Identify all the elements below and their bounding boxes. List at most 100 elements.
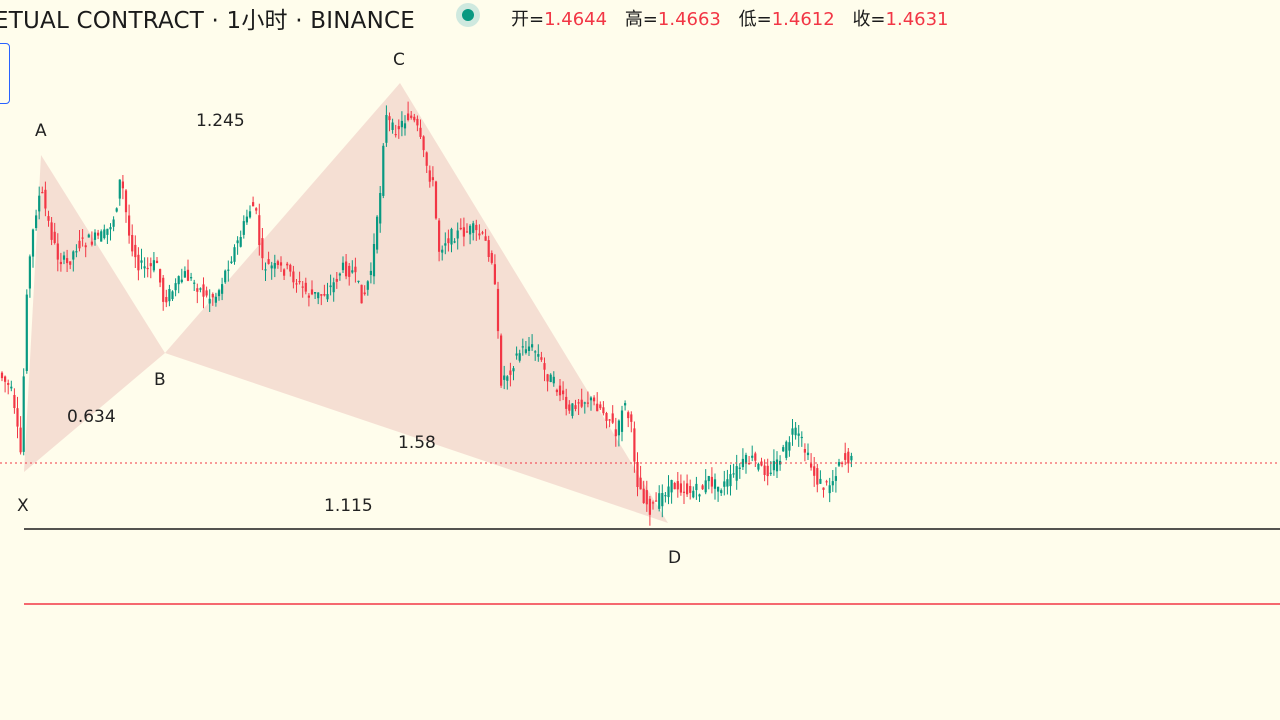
candle-body <box>692 490 695 498</box>
candle-body <box>549 374 552 382</box>
candle-body <box>850 455 853 461</box>
candle-body <box>701 485 704 490</box>
candle-body <box>304 282 307 292</box>
candle-body <box>87 234 90 238</box>
candle-body <box>66 258 69 264</box>
candle-body <box>509 370 512 375</box>
candle-body <box>462 227 465 237</box>
candle-body <box>217 290 221 297</box>
ratio-label-xd: 1.115 <box>324 496 373 516</box>
candle-body <box>679 483 682 493</box>
candle-body <box>410 115 413 118</box>
candle-body <box>493 264 496 285</box>
candle-body <box>822 487 825 490</box>
candle-body <box>624 403 627 406</box>
candle-body <box>146 267 149 270</box>
candle-body <box>279 262 283 266</box>
candle-body <box>487 240 490 257</box>
candle-body <box>47 216 50 221</box>
candle-body <box>521 346 524 348</box>
candle-body <box>686 483 689 495</box>
candle-body <box>586 402 589 404</box>
candle-body <box>599 404 602 409</box>
candle-body <box>180 279 183 283</box>
candle-body <box>193 282 196 284</box>
candle-body <box>44 189 47 209</box>
candle-body <box>224 270 227 283</box>
candle-body <box>751 455 754 458</box>
candle-body <box>397 126 400 130</box>
candle-body <box>810 463 813 468</box>
candle-body <box>540 357 543 360</box>
candle-body <box>214 296 217 303</box>
candle-body <box>453 241 456 243</box>
candle-body <box>329 285 332 288</box>
candle-body <box>38 195 41 212</box>
candle-body <box>211 294 214 298</box>
candle-body <box>0 372 4 379</box>
candle-body <box>431 177 434 181</box>
candle-body <box>143 266 146 269</box>
candle-body <box>670 480 673 493</box>
candle-body <box>428 170 431 182</box>
candle-body <box>10 386 13 389</box>
candle-body <box>190 277 193 279</box>
candle-body <box>348 265 351 277</box>
candle-body <box>4 376 7 382</box>
candle-body <box>441 249 444 253</box>
candle-body <box>239 237 242 247</box>
candle-body <box>165 297 168 303</box>
candle-body <box>292 271 295 283</box>
candle-body <box>738 467 741 469</box>
candle-body <box>614 429 617 437</box>
candle-body <box>785 441 788 458</box>
candle-body <box>459 227 462 230</box>
candle-body <box>710 476 713 487</box>
side-toolbar-handle[interactable] <box>0 43 10 104</box>
candle-body <box>245 216 248 223</box>
candle-body <box>22 376 25 452</box>
candle-body <box>124 190 128 213</box>
candle-body <box>574 405 577 409</box>
candle-body <box>748 463 751 465</box>
candle-body <box>655 500 658 502</box>
candle-body <box>543 363 546 370</box>
candle-body <box>605 413 608 421</box>
candle-body <box>661 493 664 507</box>
candle-body <box>475 224 478 231</box>
pattern-triangle-bcd[interactable] <box>165 83 668 523</box>
candle-body <box>208 298 211 304</box>
candle-body <box>465 231 469 233</box>
candle-body <box>258 215 261 246</box>
candle-body <box>729 474 732 487</box>
candle-body <box>379 193 382 224</box>
candle-body <box>205 290 208 296</box>
candle-body <box>97 232 100 236</box>
symbol-title[interactable]: ETUAL CONTRACT · 1小时 · BINANCE <box>0 8 415 34</box>
candle-body <box>84 245 87 248</box>
candle-body <box>602 407 605 414</box>
pattern-triangle-xab[interactable] <box>24 155 165 472</box>
candle-body <box>310 289 314 295</box>
candle-body <box>242 221 245 235</box>
candle-body <box>372 244 376 277</box>
candle-body <box>645 490 648 505</box>
candle-body <box>704 480 707 493</box>
candle-body <box>128 215 131 236</box>
candle-body <box>558 385 562 396</box>
candle-body <box>50 222 53 240</box>
candle-body <box>276 261 279 265</box>
candle-body <box>757 463 760 470</box>
candle-body <box>56 243 59 260</box>
candle-body <box>620 410 624 432</box>
candle-body <box>422 136 425 151</box>
candle-body <box>366 281 369 290</box>
candle-body <box>772 461 775 471</box>
candle-body <box>534 351 537 353</box>
candle-body <box>162 277 165 302</box>
candle-body <box>438 220 441 252</box>
candle-body <box>351 270 354 273</box>
candle-body <box>78 240 81 249</box>
candle-body <box>834 476 837 481</box>
